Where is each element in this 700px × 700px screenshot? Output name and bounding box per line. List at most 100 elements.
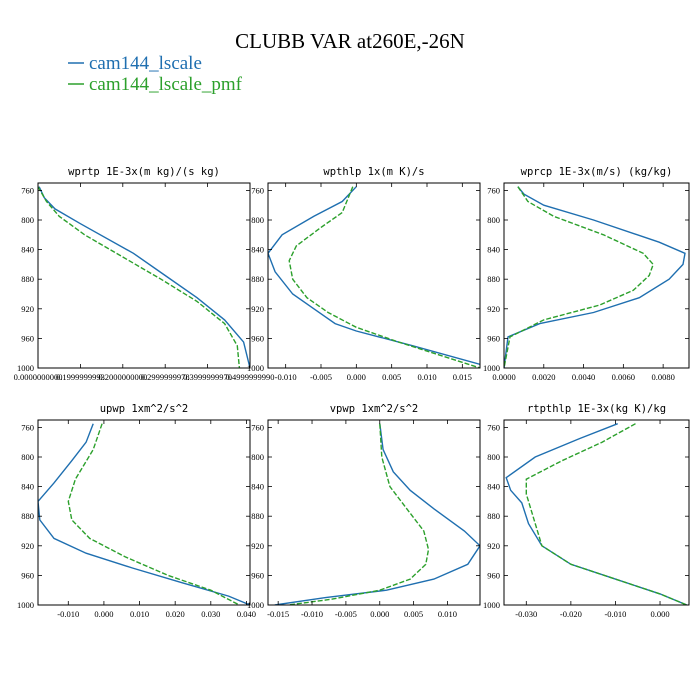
panels: wprtp 1E-3x(m kg)/(s kg) 760 800 840 880 920 9… <box>14 166 690 619</box>
y-tick-label: 880 <box>487 511 500 521</box>
x-tick-label: -0.005 <box>335 609 357 619</box>
x-tick-label: 0.0040 <box>572 372 595 382</box>
x-tick-label: 0.000 <box>370 609 389 619</box>
x-tick-label: 0.4999999990 <box>226 372 275 382</box>
series-line-lscale <box>274 423 480 605</box>
x-tick-label: 0.0000 <box>492 372 515 382</box>
x-tick-label: 0.2000000000 <box>98 372 147 382</box>
x-tick-label: 0.010 <box>417 372 436 382</box>
y-tick-label: 800 <box>251 215 264 225</box>
panel-title: wprcp 1E-3x(m/s) (kg/kg) <box>521 166 673 178</box>
y-tick-label: 760 <box>487 185 500 195</box>
panel-title: vpwp 1xm^2/s^2 <box>330 403 419 415</box>
y-tick-label: 880 <box>487 274 500 284</box>
x-tick-label: 0.005 <box>382 372 401 382</box>
series-line-lscale <box>38 423 250 605</box>
y-tick-label: 880 <box>251 274 264 284</box>
plot-frame <box>37 182 251 369</box>
x-tick-label: -0.010 <box>57 609 79 619</box>
y-tick-label: 840 <box>487 482 500 492</box>
y-tick-label: 800 <box>21 452 34 462</box>
legend: cam144_lscale cam144_lscale_pmf <box>68 53 243 95</box>
y-tick-label: 1000 <box>247 363 264 373</box>
legend-item-lscale-pmf: cam144_lscale_pmf <box>68 74 243 95</box>
panel-title: upwp 1xm^2/s^2 <box>100 403 189 415</box>
panel-5: vpwp 1xm^2/s^27608008408809209601000-0.0… <box>247 403 481 619</box>
x-tick-label: -0.020 <box>560 609 582 619</box>
y-tick-label: 760 <box>21 185 34 195</box>
x-tick-label: 0.2999999978 <box>141 372 190 382</box>
y-tick-label: 920 <box>251 304 264 314</box>
y-tick-label: 960 <box>487 333 500 343</box>
y-tick-label: 920 <box>21 304 34 314</box>
y-tick-label: 840 <box>21 245 34 255</box>
y-tick-label: 760 <box>251 422 264 432</box>
x-tick-label: -0.010 <box>275 372 297 382</box>
panel-1: wprtp 1E-3x(m kg)/(s kg) 760 800 840 880 920 9… <box>14 166 275 382</box>
y-tick-label: 960 <box>21 570 34 580</box>
x-tick-label: 0.015 <box>453 372 472 382</box>
series-line-lscale-pmf <box>525 423 688 605</box>
y-tick-label: 800 <box>251 452 264 462</box>
y-tick-label: 840 <box>21 482 34 492</box>
x-tick-label: 0.010 <box>438 609 457 619</box>
y-tick-label: 920 <box>487 541 500 551</box>
x-tick-label: -0.010 <box>301 609 323 619</box>
x-tick-label: 0.030 <box>201 609 220 619</box>
legend-label-lscale: cam144_lscale <box>89 53 202 74</box>
panel-title: wpthlp 1x(m K)/s <box>323 166 424 178</box>
x-tick-label: -0.015 <box>267 609 289 619</box>
y-tick-label: 1000 <box>17 600 34 610</box>
y-tick-label: 840 <box>487 245 500 255</box>
series-line-lscale-pmf <box>504 186 655 368</box>
x-tick-label: 0.0060 <box>612 372 635 382</box>
x-tick-label: 0.3999999970 <box>183 372 232 382</box>
x-tick-label: 0.000 <box>650 609 669 619</box>
y-tick-label: 760 <box>251 185 264 195</box>
plot-frame <box>503 182 690 369</box>
y-tick-label: 960 <box>251 333 264 343</box>
y-tick-label: 760 <box>487 422 500 432</box>
x-tick-label: 0.000 <box>347 372 366 382</box>
panel-2: wpthlp 1x(m K)/s 760 800 840 880 920 960 1000 -0… <box>247 166 481 382</box>
y-tick-label: 920 <box>21 541 34 551</box>
series-line-lscale-pmf <box>67 423 240 605</box>
y-tick-label: 960 <box>251 570 264 580</box>
y-tick-label: 1000 <box>483 363 500 373</box>
x-tick-label: 0.040 <box>237 609 256 619</box>
series-line-lscale-pmf <box>38 186 241 368</box>
y-tick-label: 800 <box>487 452 500 462</box>
y-tick-label: 880 <box>251 511 264 521</box>
plot-frame <box>37 419 251 606</box>
figure-title: CLUBB VAR at260E,-26N <box>235 29 465 53</box>
y-tick-label: 1000 <box>17 363 34 373</box>
y-tick-label: 880 <box>21 274 34 284</box>
x-tick-label: 0.020 <box>166 609 185 619</box>
series-line-lscale <box>505 423 688 605</box>
x-tick-label: 0.005 <box>404 609 423 619</box>
y-tick-label: 840 <box>251 482 264 492</box>
x-tick-label: -0.005 <box>310 372 332 382</box>
panel-4: upwp 1xm^2/s^2 760 800 840 880 920 960 1000 -0.0… <box>17 403 256 619</box>
panel-3: wprcp 1E-3x(m/s) (kg/kg) 760 800 840 880 920 9… <box>483 166 690 382</box>
series-line-lscale <box>38 186 250 368</box>
x-tick-label: 0.010 <box>130 609 149 619</box>
panel-6: rtpthlp 1E-3x(kg K)/kg 760 800 840 880 920 960… <box>483 403 690 619</box>
x-tick-label: 0.0020 <box>532 372 555 382</box>
x-tick-label: 0.000 <box>94 609 113 619</box>
series-line-lscale <box>504 186 686 368</box>
legend-item-lscale: cam144_lscale <box>68 53 202 74</box>
x-tick-label: -0.010 <box>604 609 626 619</box>
y-tick-label: 1000 <box>483 600 500 610</box>
y-tick-label: 800 <box>487 215 500 225</box>
series-line-lscale-pmf <box>288 186 480 368</box>
y-tick-label: 880 <box>21 511 34 521</box>
y-tick-label: 920 <box>487 304 500 314</box>
series-line-lscale <box>268 186 480 365</box>
y-tick-label: 920 <box>251 541 264 551</box>
y-tick-label: 760 <box>21 422 34 432</box>
plot-frame <box>503 419 690 606</box>
x-tick-label: 0.0000000000 <box>14 372 63 382</box>
x-tick-label: -0.030 <box>515 609 537 619</box>
